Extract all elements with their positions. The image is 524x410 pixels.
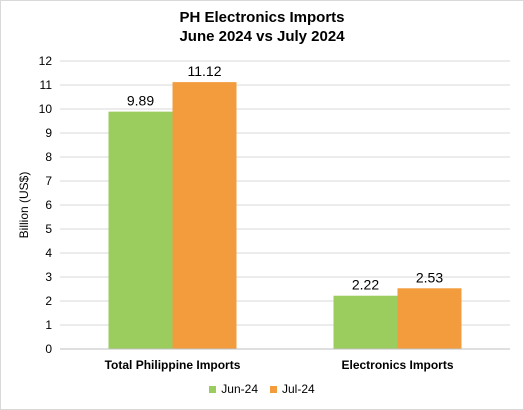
x-category-label: Total Philippine Imports (105, 358, 241, 372)
y-tick-label: 2 (45, 294, 52, 308)
y-tick-label: 12 (39, 54, 53, 68)
y-tick-label: 5 (45, 222, 52, 236)
data-label: 2.53 (416, 269, 443, 285)
y-tick-label: 3 (45, 270, 52, 284)
bar (172, 82, 237, 350)
y-tick-label: 1 (45, 318, 52, 332)
legend-swatch (270, 385, 277, 393)
x-category-label: Electronics Imports (341, 358, 453, 372)
y-tick-label: 6 (45, 198, 52, 212)
y-tick-label: 0 (45, 342, 52, 356)
bars (108, 82, 462, 350)
legend-label: Jul-24 (282, 382, 315, 396)
x-axis-categories: Total Philippine Imports Electronics Impo… (105, 358, 454, 372)
legend-item: Jun-24 (209, 382, 258, 396)
data-label: 2.22 (352, 277, 379, 293)
chart-subtitle: June 2024 vs July 2024 (179, 28, 345, 45)
chart-title: PH Electronics Imports (179, 9, 345, 26)
legend: Jun-24 Jul-24 (0, 382, 524, 396)
legend-label: Jun-24 (221, 382, 258, 396)
legend-item: Jul-24 (270, 382, 315, 396)
y-tick-label: 10 (39, 102, 53, 116)
y-tick-label: 4 (45, 246, 52, 260)
data-label: 11.12 (188, 63, 222, 79)
y-tick-label: 8 (45, 150, 52, 164)
legend-swatch (209, 385, 217, 393)
data-label: 9.89 (127, 93, 154, 109)
y-tick-label: 9 (45, 126, 52, 140)
y-tick-label: 7 (45, 174, 52, 188)
bar (108, 111, 173, 349)
y-tick-label: 11 (40, 78, 53, 92)
data-labels: 9.89 11.12 2.22 2.53 (127, 63, 443, 293)
bar (397, 288, 462, 349)
bar (333, 295, 398, 349)
y-axis-label: Billion (US$) (17, 172, 31, 239)
